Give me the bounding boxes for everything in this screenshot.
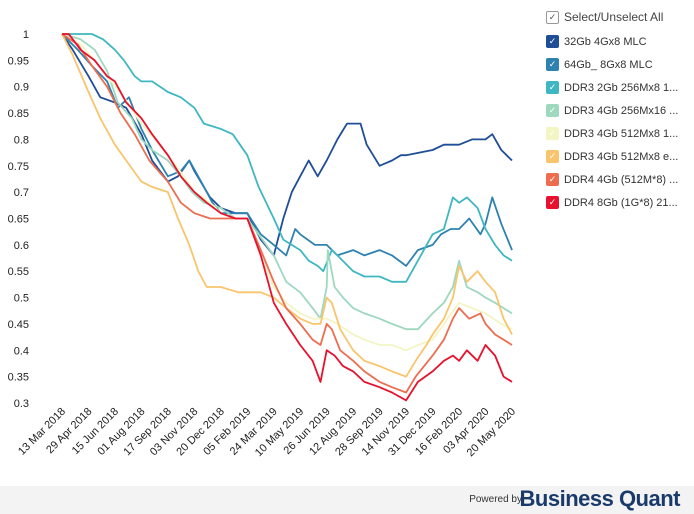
series-line-6[interactable]: [61, 33, 513, 378]
y-tick-label: 0.5: [14, 293, 29, 305]
y-tick-label: 0.75: [8, 161, 29, 173]
legend-checkbox[interactable]: ✓: [546, 58, 559, 71]
series-lines: [61, 33, 513, 402]
y-tick-label: 0.6: [14, 240, 29, 252]
footer: Powered by Business Quant: [0, 486, 694, 514]
select-all-checkbox[interactable]: ✓: [546, 10, 559, 24]
legend-item[interactable]: ✓ DDR4 8Gb (1G*8) 21...: [546, 191, 692, 214]
y-tick-label: 0.45: [8, 319, 29, 331]
select-all-label: Select/Unselect All: [564, 10, 664, 24]
select-all-toggle[interactable]: ✓ Select/Unselect All: [546, 6, 692, 28]
legend-label: DDR3 4Gb 512Mx8 e...: [564, 150, 679, 163]
legend-item[interactable]: ✓ 32Gb 4Gx8 MLC: [546, 30, 692, 53]
legend-checkbox[interactable]: ✓: [546, 104, 559, 117]
legend-label: 32Gb 4Gx8 MLC: [564, 35, 647, 48]
chart-plot: 1 0.95 0.9 0.85 0.8 0.75 0.7 0.65 0.6 0.55 0.5 0.45…: [8, 29, 519, 459]
y-tick-label: 0.35: [8, 372, 29, 384]
y-tick-label: 0.9: [14, 82, 29, 94]
legend-item[interactable]: ✓ DDR3 2Gb 256Mx8 1...: [546, 76, 692, 99]
legend-label: DDR4 4Gb (512M*8) ...: [564, 173, 679, 186]
y-tick-label: 0.7: [14, 187, 29, 199]
series-line-7[interactable]: [61, 33, 513, 394]
legend-item[interactable]: ✓ DDR3 4Gb 512Mx8 e...: [546, 145, 692, 168]
legend-checkbox[interactable]: ✓: [546, 81, 559, 94]
legend-checkbox[interactable]: ✓: [546, 35, 559, 48]
series-line-2[interactable]: [61, 33, 513, 267]
powered-by-label: Powered by: [469, 494, 522, 505]
series-line-5[interactable]: [61, 33, 513, 352]
brand-logo[interactable]: Business Quant: [519, 486, 681, 511]
series-line-8[interactable]: [62, 33, 513, 402]
series-line-3[interactable]: [62, 33, 513, 283]
legend-label: DDR3 2Gb 256Mx8 1...: [564, 81, 679, 94]
series-line-1[interactable]: [61, 33, 513, 257]
y-tick-label: 0.4: [14, 345, 29, 357]
legend-checkbox[interactable]: ✓: [546, 127, 559, 140]
y-tick-label: 0.8: [14, 134, 29, 146]
legend-label: DDR3 4Gb 256Mx16 ...: [564, 104, 679, 117]
legend-item[interactable]: ✓ DDR3 4Gb 256Mx16 ...: [546, 99, 692, 122]
legend-item[interactable]: ✓ DDR3 4Gb 512Mx8 1...: [546, 122, 692, 145]
y-tick-label: 1: [23, 29, 29, 41]
legend-item[interactable]: ✓ 64Gb_ 8Gx8 MLC: [546, 53, 692, 76]
legend-label: DDR3 4Gb 512Mx8 1...: [564, 127, 679, 140]
series-line-4[interactable]: [61, 33, 513, 331]
y-axis-tick-labels: 1 0.95 0.9 0.85 0.8 0.75 0.7 0.65 0.6 0.55 0.5 0.45…: [8, 29, 29, 410]
y-tick-label: 0.55: [8, 266, 29, 278]
y-tick-label: 0.95: [8, 55, 29, 67]
legend-checkbox[interactable]: ✓: [546, 150, 559, 163]
y-tick-label: 0.85: [8, 108, 29, 120]
legend-item[interactable]: ✓ DDR4 4Gb (512M*8) ...: [546, 168, 692, 191]
legend-checkbox[interactable]: ✓: [546, 196, 559, 209]
y-tick-label: 0.65: [8, 214, 29, 226]
legend-label: 64Gb_ 8Gx8 MLC: [564, 58, 653, 71]
legend-checkbox[interactable]: ✓: [546, 173, 559, 186]
legend: ✓ Select/Unselect All ✓ 32Gb 4Gx8 MLC ✓ 64G…: [546, 6, 692, 214]
y-tick-label: 0.3: [14, 398, 29, 410]
legend-label: DDR4 8Gb (1G*8) 21...: [564, 196, 678, 209]
